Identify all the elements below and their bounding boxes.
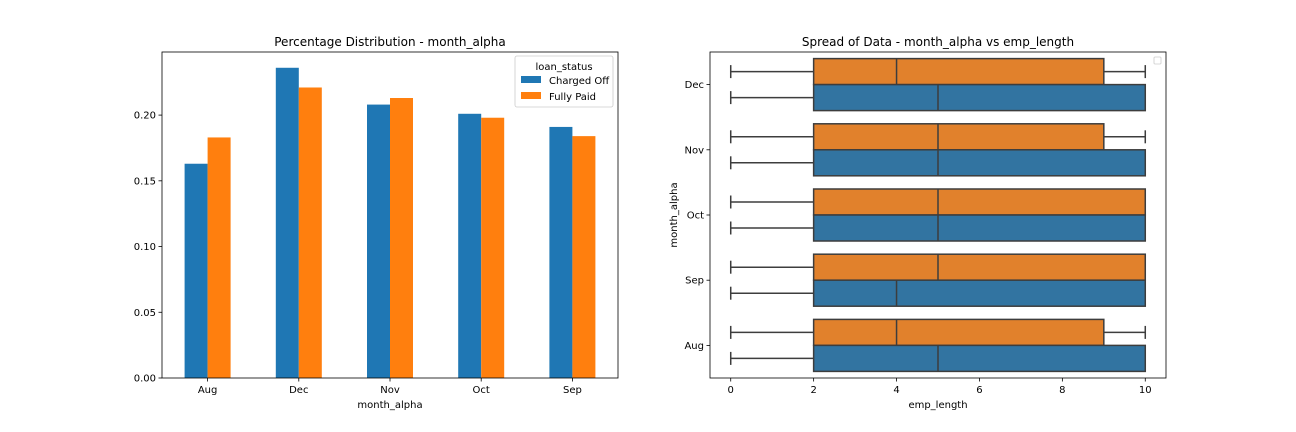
box-chart: Spread of Data - month_alpha vs emp_leng… [669,35,1167,411]
y-tick-label: 0.00 [134,374,156,385]
bar-fully-paid-sep [572,136,596,378]
bar-fully-paid-aug [207,137,231,378]
x-tick-label: 6 [976,385,982,396]
y-tick-label: 0.05 [134,308,156,319]
bar-fully-paid-nov [390,98,413,379]
y-tick-label: Nov [684,145,704,156]
y-tick-label: Aug [684,341,704,352]
x-tick-label: Sep [563,385,582,396]
bar-charged-off-oct [458,113,482,378]
x-tick-label: Oct [473,385,490,396]
box-dec-b [812,83,1147,112]
bar-chart: Percentage Distribution - month_alpha Au… [134,35,619,411]
box-chart-ylabel: month_alpha [669,182,680,247]
box-chart-legend [1153,56,1162,65]
bar-charged-off-sep [549,126,573,378]
box-sep-a [812,253,1147,281]
bar-chart-title: Percentage Distribution - month_alpha [274,35,506,49]
x-tick-label: 0 [728,385,734,396]
x-tick-label: 2 [810,385,816,396]
y-tick-label: Oct [687,211,704,222]
bar-fully-paid-oct [481,117,505,379]
legend-swatch-charged-off [521,76,541,83]
box-chart-xlabel: emp_length [908,400,967,411]
legend-title: loan_status [535,62,592,73]
x-tick-label: Nov [380,385,400,396]
bar-charged-off-nov [367,104,390,379]
legend-label-fully-paid: Fully Paid [549,92,596,103]
y-tick-label: 0.20 [134,111,156,122]
box-aug-a [812,318,1105,347]
box-nov-a [812,123,1105,151]
bar-fully-paid-dec [298,87,322,378]
bar-chart-legend: loan_status Charged Off Fully Paid [514,55,614,108]
y-tick-label: Sep [685,276,704,287]
box-aug-b [812,344,1147,373]
legend-swatch-fully-paid [521,92,541,99]
x-tick-label: 10 [1139,385,1152,396]
box-dec-a [812,57,1105,86]
x-tick-label: Dec [289,385,308,396]
box-sep-b [812,279,1147,307]
x-tick-label: 8 [1059,385,1065,396]
legend-label-charged-off: Charged Off [549,76,610,87]
bar-charged-off-dec [275,67,299,378]
box-oct-a [812,188,1147,216]
y-tick-label: Dec [685,80,704,91]
bar-charged-off-aug [184,163,208,378]
bar-chart-xlabel: month_alpha [357,400,422,411]
x-tick-label: 4 [893,385,899,396]
y-tick-label: 0.15 [134,176,156,187]
box-nov-b [812,149,1147,177]
box-chart-title: Spread of Data - month_alpha vs emp_leng… [802,35,1074,49]
box-oct-b [812,214,1147,242]
y-tick-label: 0.10 [134,242,156,253]
x-tick-label: Aug [198,385,218,396]
